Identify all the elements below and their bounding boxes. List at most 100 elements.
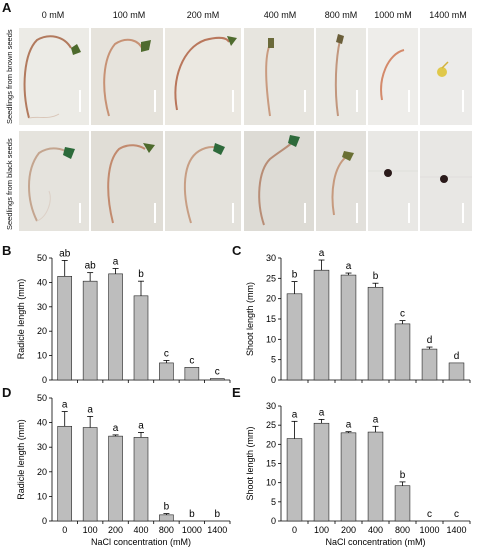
chart-b-sig-letter-400: b	[138, 269, 144, 280]
chart-d-ytick-label-2: 20	[37, 467, 47, 477]
chart-b-ytick-label-3: 30	[37, 302, 47, 312]
chart-c-sig-letter-1400: d	[454, 351, 460, 362]
chart-b-ytick-label-0: 0	[42, 375, 47, 385]
chart-b-sig-letter-0: ab	[59, 248, 71, 259]
chart-e-sig-letter-1000: c	[427, 509, 432, 520]
chart-b-ytick-label-1: 10	[37, 351, 47, 361]
chart-d-sig-letter-200: a	[113, 423, 119, 434]
conc-label-100: 100 mM	[112, 10, 146, 20]
photo-black-1000mM	[368, 131, 418, 231]
chart-c-bar-0	[286, 293, 303, 381]
conc-label-1400: 1400 mM	[429, 10, 467, 20]
conc-label-1000: 1000 mM	[374, 10, 412, 20]
chart-c-bar-1400	[448, 362, 465, 381]
chart-d-bar-100	[82, 427, 98, 522]
chart-d-xtick-label-400: 400	[133, 525, 148, 535]
chart-b-bar-200	[108, 273, 123, 381]
chart-d-ytick-label-1: 10	[37, 491, 47, 501]
chart-e-sig-letter-400: a	[373, 414, 379, 425]
chart-d-bar-800	[159, 514, 174, 522]
chart-c-ytick-label-0: 0	[271, 375, 276, 385]
chart-c-sig-letter-100: a	[319, 248, 325, 259]
seedling-image	[265, 38, 306, 117]
seedling-image	[437, 61, 464, 112]
chart-e-bar-800	[394, 485, 411, 522]
seedling-image	[334, 34, 358, 117]
chart-d-xtick-label-1400: 1400	[207, 525, 227, 535]
photo-brown-1400mM	[420, 28, 472, 125]
chart-e-ytick-label-5: 25	[266, 420, 276, 430]
chart-b-bar-400	[133, 295, 149, 381]
chart-e-bar-400	[367, 431, 384, 522]
photo-brown-400mM	[244, 28, 314, 125]
chart-e-ytick-label-1: 5	[271, 497, 276, 507]
chart-c-sig-letter-200: a	[346, 261, 352, 272]
chart-d-sig-letter-100: a	[87, 404, 93, 415]
chart-e-ytick-label-6: 30	[266, 401, 276, 411]
conc-label-400: 400 mM	[263, 10, 297, 20]
chart-c-bar-400	[367, 286, 384, 381]
chart-c-bar-800	[394, 323, 411, 381]
row-label-brown: Seedlings from brown seeds	[5, 29, 14, 124]
chart-c-sig-letter-1000: d	[427, 335, 433, 346]
chart-e-xtick-label-100: 100	[314, 525, 329, 535]
chart-c-bar-100	[313, 269, 330, 381]
chart-e-bar-100	[313, 422, 330, 522]
seedling-image	[331, 151, 358, 223]
chart-d-xlabel: NaCl concentration (mM)	[91, 537, 191, 547]
chart-b-sig-letter-1400: c	[215, 367, 220, 378]
chart-e-bar-0	[286, 438, 303, 522]
panel-e-letter: E	[232, 385, 241, 400]
chart-d-bar-200	[108, 435, 123, 522]
chart-d-sig-letter-1000: b	[189, 509, 195, 520]
panel-c-letter: C	[232, 243, 242, 258]
chart-d-sig-letter-1400: b	[215, 509, 221, 520]
chart-e-ytick-label-4: 20	[266, 439, 276, 449]
photo-black-200mM	[165, 131, 241, 231]
chart-c-sig-letter-800: c	[400, 309, 405, 320]
chart-c-sig-letter-0: b	[292, 270, 298, 281]
chart-d-sig-letter-400: a	[138, 420, 144, 431]
panel-d-letter: D	[2, 385, 12, 400]
chart-b-bar-1400	[209, 378, 225, 381]
chart-d-ytick-label-3: 30	[37, 442, 47, 452]
photo-black-1400mM	[420, 131, 472, 231]
seedling-image	[258, 135, 306, 226]
conc-label-200: 200 mM	[186, 10, 220, 20]
chart-e-sig-letter-800: b	[400, 470, 406, 481]
chart-d-xtick-label-0: 0	[62, 525, 67, 535]
chart-e-xtick-label-200: 200	[341, 525, 356, 535]
chart-e-xlabel: NaCl concentration (mM)	[325, 537, 425, 547]
chart-e-ylabel: Shoot length (mm)	[245, 426, 255, 500]
conc-label-0: 0 mM	[41, 10, 65, 20]
chart-d-sig-letter-0: a	[62, 400, 68, 411]
chart-c-ytick-label-1: 5	[271, 355, 276, 365]
chart-c-ytick-label-6: 30	[266, 253, 276, 263]
chart-d-xtick-label-200: 200	[108, 525, 123, 535]
chart-e-xtick-label-1400: 1400	[446, 525, 466, 535]
chart-b-bar-0	[57, 275, 73, 381]
chart-e-sig-letter-100: a	[319, 407, 325, 418]
chart-c-bar-200	[340, 274, 357, 381]
photo-brown-1000mM	[368, 28, 418, 125]
seedling-image	[183, 143, 234, 224]
chart-d-bar-0	[57, 425, 73, 522]
chart-d-ylabel: Radicle length (mm)	[16, 419, 26, 500]
chart-d-ytick-label-5: 50	[37, 393, 47, 403]
chart-d-xtick-label-100: 100	[83, 525, 98, 535]
chart-c-ytick-label-5: 25	[266, 273, 276, 283]
photo-brown-200mM	[165, 28, 241, 125]
seedling-image	[420, 175, 472, 223]
chart-b-ytick-label-4: 40	[37, 277, 47, 287]
chart-c-bar-1000	[421, 348, 438, 381]
photo-black-0mM	[19, 131, 89, 231]
chart-d-xtick-label-800: 800	[159, 525, 174, 535]
chart-e-sig-letter-200: a	[346, 420, 352, 431]
seedling-image	[380, 49, 410, 112]
chart-e-xtick-label-400: 400	[368, 525, 383, 535]
chart-e-bar-200	[340, 432, 357, 522]
chart-b-bar-800	[159, 362, 174, 381]
conc-label-800: 800 mM	[324, 10, 358, 20]
chart-b-sig-letter-800: c	[164, 348, 169, 359]
seedling-image	[107, 143, 156, 224]
